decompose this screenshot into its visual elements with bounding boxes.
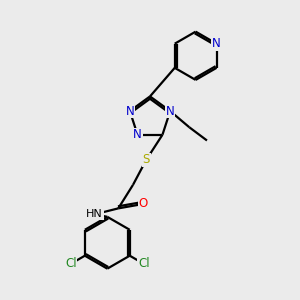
Text: Cl: Cl (65, 257, 77, 270)
Text: N: N (212, 37, 221, 50)
Text: Cl: Cl (138, 257, 150, 270)
Text: S: S (142, 153, 150, 166)
Text: N: N (166, 105, 175, 118)
Text: HN: HN (86, 209, 103, 219)
Text: N: N (125, 105, 134, 118)
Text: O: O (139, 197, 148, 211)
Text: N: N (133, 128, 142, 141)
